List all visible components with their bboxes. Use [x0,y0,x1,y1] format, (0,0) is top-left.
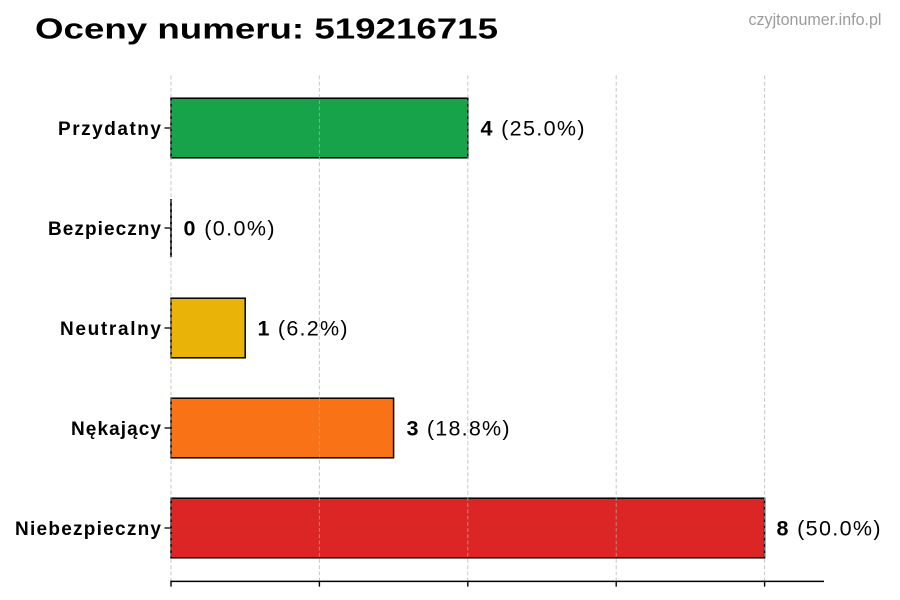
svg-text:Niebezpieczny: Niebezpieczny [15,519,161,540]
svg-text:czyjtonumer.info.pl: czyjtonumer.info.pl [749,11,882,29]
svg-text:Przydatny: Przydatny [58,119,161,140]
svg-text:1 (6.2%): 1 (6.2%) [258,317,348,341]
svg-text:0 (0.0%): 0 (0.0%) [184,217,275,241]
svg-text:Oceny numeru: 519216715: Oceny numeru: 519216715 [35,14,498,46]
svg-text:Bezpieczny: Bezpieczny [48,219,161,240]
svg-text:Nękający: Nękający [71,419,161,440]
svg-text:8 (50.0%): 8 (50.0%) [777,517,881,541]
svg-text:Neutralny: Neutralny [60,319,161,340]
svg-text:3 (18.8%): 3 (18.8%) [407,417,510,441]
svg-text:4 (25.0%): 4 (25.0%) [481,117,585,141]
